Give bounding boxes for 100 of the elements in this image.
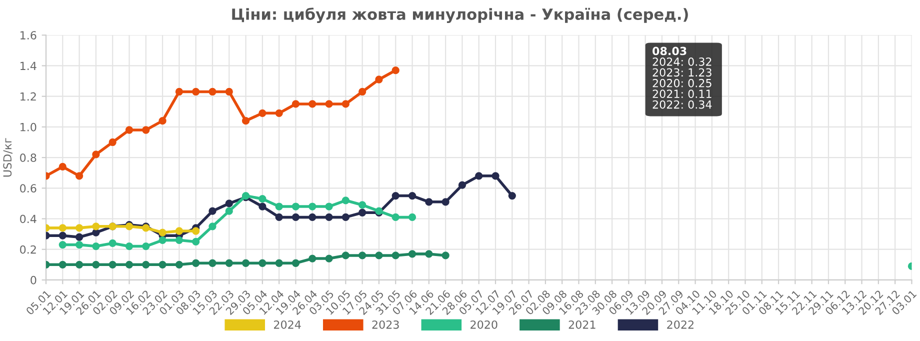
point (75, 260, 84, 268)
annotation: 2021: 0.11 (652, 90, 712, 98)
point (342, 196, 350, 204)
point (408, 250, 416, 258)
point (325, 254, 333, 262)
point (125, 126, 134, 134)
point (208, 207, 216, 215)
point (58, 232, 66, 240)
point (125, 242, 134, 250)
point (75, 172, 84, 180)
point (275, 213, 283, 222)
point (375, 252, 383, 260)
y-tick-label: 1.6 (20, 31, 36, 40)
point (58, 240, 66, 249)
point (108, 138, 116, 146)
point (392, 66, 400, 74)
point (175, 88, 184, 96)
point (358, 208, 366, 216)
y-tick-label: 0 (30, 276, 36, 284)
point (208, 88, 216, 96)
point (325, 213, 333, 222)
legend-label: 2022 (667, 320, 694, 329)
point (208, 259, 216, 267)
point (408, 213, 416, 222)
point (308, 254, 316, 262)
point (92, 242, 100, 250)
point (158, 116, 166, 125)
point (142, 242, 150, 250)
point (158, 236, 166, 244)
point (375, 76, 383, 84)
point (92, 228, 100, 236)
point (308, 100, 316, 108)
point (58, 162, 66, 171)
y-tick-label: 0.6 (20, 184, 36, 193)
point (108, 260, 116, 268)
point (192, 238, 200, 246)
chart-title: Ціни: цибуля жовта минулорічна - Україна (серед.) (232, 8, 688, 24)
annotation: 08.03 (652, 46, 686, 56)
annotation: 2020: 0.25 (652, 78, 712, 88)
point (192, 259, 200, 267)
legend-label: 2021 (568, 320, 596, 329)
point (292, 100, 300, 108)
point (225, 259, 233, 267)
legend-label: 2024 (274, 320, 301, 329)
point (508, 192, 516, 200)
point (392, 213, 400, 222)
point (425, 198, 433, 206)
point (208, 222, 216, 230)
point (242, 259, 250, 267)
point (158, 228, 166, 236)
point (442, 252, 450, 260)
point (58, 224, 66, 232)
point (225, 200, 233, 208)
point (142, 126, 150, 134)
point (492, 172, 500, 180)
y-tick-label: 1.2 (20, 92, 36, 101)
point (358, 88, 366, 96)
point (225, 207, 233, 215)
y-tick-label: 1.0 (20, 122, 36, 132)
point (258, 195, 266, 203)
point (458, 181, 466, 189)
point (175, 227, 184, 235)
point (392, 192, 400, 200)
point (108, 239, 116, 248)
point (225, 88, 233, 96)
point (475, 172, 483, 180)
point (92, 222, 100, 230)
point (358, 252, 366, 260)
point (258, 259, 266, 267)
point (142, 260, 150, 268)
point (275, 202, 283, 210)
annotation: 2022: 0.34 (652, 100, 712, 109)
point (292, 202, 300, 210)
point (75, 224, 84, 232)
point (325, 202, 333, 210)
point (442, 198, 450, 206)
annotation: 2023: 1.23 (652, 68, 712, 77)
point (325, 100, 333, 108)
point (425, 250, 433, 258)
point (75, 240, 84, 249)
point (308, 202, 316, 210)
y-tick-label: 0.2 (20, 245, 36, 254)
point (192, 227, 200, 235)
point (158, 260, 166, 268)
point (342, 213, 350, 222)
point (58, 260, 66, 268)
y-tick-label: 0.8 (20, 154, 36, 162)
point (342, 252, 350, 260)
point (275, 109, 283, 117)
point (175, 260, 184, 268)
point (358, 201, 366, 209)
point (308, 213, 316, 222)
point (92, 260, 100, 268)
point (408, 192, 416, 200)
legend-label: 2020 (470, 320, 498, 329)
point (192, 88, 200, 96)
point (258, 202, 266, 210)
point (292, 213, 300, 222)
point (92, 150, 100, 158)
annotation: 2024: 0.32 (652, 57, 712, 66)
